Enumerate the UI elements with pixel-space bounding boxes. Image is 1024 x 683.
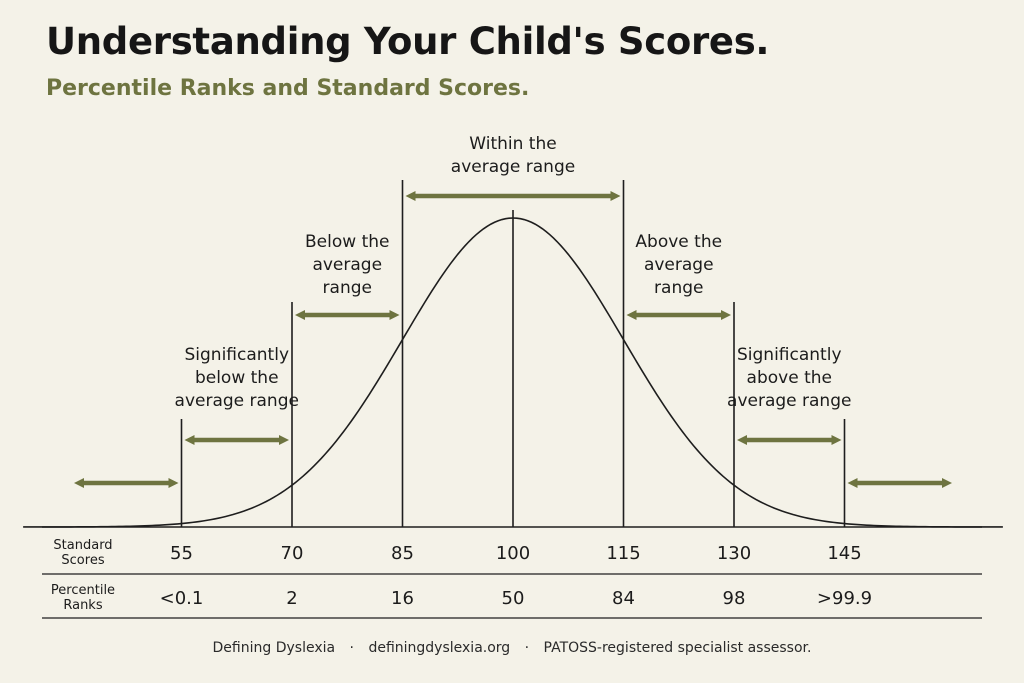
range-arrows xyxy=(74,191,952,488)
range-label-line: average range xyxy=(175,391,299,411)
range-label-line: range xyxy=(654,278,703,298)
range-label-line: average xyxy=(644,255,714,275)
percentile-rank-85: 16 xyxy=(391,588,414,609)
range-label-line: Significantly xyxy=(737,345,842,365)
range-label-below-average: Below the average range xyxy=(305,232,389,298)
footer-site: definingdyslexia.org xyxy=(368,640,511,656)
footer: Defining Dyslexia · definingdyslexia.org… xyxy=(0,640,1024,656)
standard-scores-label-line: Standard xyxy=(53,538,112,553)
range-label-within-average: Within the average range xyxy=(451,134,575,177)
footer-separator: · xyxy=(349,640,354,656)
range-label-significantly-above-label: Significantly above the average range xyxy=(727,345,851,411)
range-label-line: Significantly xyxy=(185,345,290,365)
percentile-rank-130: 98 xyxy=(723,588,746,609)
page-subtitle: Percentile Ranks and Standard Scores. xyxy=(46,76,530,101)
percentile-ranks-label: Percentile Ranks xyxy=(51,583,115,613)
standard-score-115: 115 xyxy=(606,543,640,564)
range-labels: Significantly below the average rangeBelow… xyxy=(175,134,852,411)
score-table-text: Standard Scores Percentile Ranks 55 <0.1 70 2 85… xyxy=(51,538,872,613)
standard-score-85: 85 xyxy=(391,543,414,564)
range-label-line: average range xyxy=(451,157,575,177)
standard-score-145: 145 xyxy=(827,543,861,564)
divider-lines xyxy=(180,180,846,527)
range-label-line: below the xyxy=(195,368,279,388)
percentile-rank-70: 2 xyxy=(286,588,297,609)
percentile-rank-145: >99.9 xyxy=(817,588,872,609)
standard-score-130: 130 xyxy=(717,543,751,564)
range-label-above-average: Above the average range xyxy=(635,232,722,298)
percentile-ranks-label-line: Percentile xyxy=(51,583,115,598)
standard-score-100: 100 xyxy=(496,543,530,564)
standard-scores-label: Standard Scores xyxy=(53,538,112,568)
percentile-ranks-label-line: Ranks xyxy=(63,598,102,613)
standard-score-70: 70 xyxy=(281,543,304,564)
footer-separator: · xyxy=(524,640,530,656)
footer-credential: PATOSS-registered specialist assessor. xyxy=(543,640,812,656)
range-label-line: average range xyxy=(727,391,851,411)
page-title: Understanding Your Child's Scores. xyxy=(46,20,770,63)
percentile-rank-115: 84 xyxy=(612,588,635,609)
footer-org: Defining Dyslexia xyxy=(212,640,336,656)
range-label-line: range xyxy=(323,278,372,298)
range-label-line: Below the xyxy=(305,232,389,252)
range-label-line: Above the xyxy=(635,232,722,252)
range-label-line: Within the xyxy=(469,134,556,154)
percentile-rank-55: <0.1 xyxy=(160,588,204,609)
range-label-significantly-below-label: Significantly below the average range xyxy=(175,345,299,411)
percentile-rank-100: 50 xyxy=(502,588,525,609)
standard-scores-label-line: Scores xyxy=(61,553,104,568)
range-label-line: above the xyxy=(747,368,832,388)
standard-score-55: 55 xyxy=(170,543,193,564)
range-label-line: average xyxy=(312,255,382,275)
score-table-lines xyxy=(42,526,982,619)
